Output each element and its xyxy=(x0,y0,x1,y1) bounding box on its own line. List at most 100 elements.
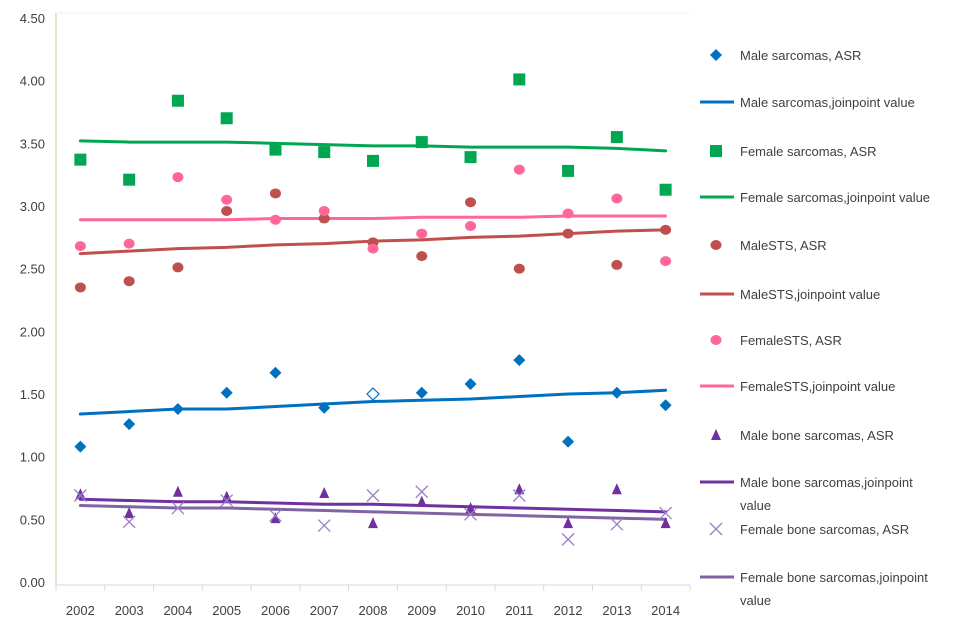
data-point xyxy=(269,143,282,156)
data-point xyxy=(366,387,380,401)
legend-label: Female bone sarcomas,joinpoint value xyxy=(740,570,928,608)
data-point xyxy=(659,399,672,412)
x-tick-label: 2002 xyxy=(66,603,95,618)
data-point xyxy=(171,94,184,107)
data-point xyxy=(513,263,525,274)
legend-marker-line-icon xyxy=(700,575,734,579)
data-point xyxy=(269,214,281,225)
data-point xyxy=(366,489,380,502)
data-point xyxy=(464,377,477,390)
data-point xyxy=(610,386,623,399)
legend-marker-square-icon xyxy=(710,145,722,157)
data-point xyxy=(513,164,525,175)
legend-marker-swatch xyxy=(711,429,721,440)
data-point xyxy=(561,532,575,546)
data-point xyxy=(221,194,233,205)
data-point xyxy=(415,386,428,399)
data-point xyxy=(660,224,672,235)
data-point xyxy=(513,354,526,367)
legend-label: Male bone sarcomas, ASR xyxy=(740,428,894,443)
data-point xyxy=(562,208,574,219)
y-tick-label: 2.50 xyxy=(20,262,45,277)
data-point xyxy=(660,256,672,267)
data-point xyxy=(660,517,671,529)
series-markers-8 xyxy=(75,483,671,529)
y-tick-label: 0.50 xyxy=(20,512,45,527)
legend-marker-line-icon xyxy=(700,480,734,484)
series-line-3 xyxy=(78,139,668,153)
data-point xyxy=(659,506,673,520)
data-point xyxy=(465,221,477,232)
y-tick-label: 1.50 xyxy=(20,387,45,402)
data-point xyxy=(367,154,379,167)
legend-marker-line-icon xyxy=(700,100,734,104)
data-point xyxy=(415,485,429,499)
x-tick-label: 2005 xyxy=(212,603,241,618)
x-tick-label: 2007 xyxy=(310,603,339,618)
data-point xyxy=(319,487,330,499)
data-point xyxy=(171,403,184,416)
data-point xyxy=(465,197,477,208)
legend-label: FemaleSTS, ASR xyxy=(740,333,842,348)
legend-label: FemaleSTS,joinpoint value xyxy=(740,379,896,394)
data-point xyxy=(172,262,184,273)
y-tick-label: 3.00 xyxy=(20,199,45,214)
data-point xyxy=(318,206,330,217)
data-point xyxy=(124,507,135,519)
legend-label: Female sarcomas,joinpoint value xyxy=(740,190,931,205)
data-point xyxy=(562,435,575,448)
data-point xyxy=(221,490,232,502)
data-point xyxy=(171,501,185,515)
data-point xyxy=(123,238,135,249)
data-point xyxy=(270,512,281,524)
data-point xyxy=(75,488,86,500)
data-point xyxy=(220,386,233,399)
y-tick-label: 3.50 xyxy=(20,136,45,151)
data-point xyxy=(659,183,672,196)
legend-marker-swatch xyxy=(710,49,722,61)
x-tick-label: 2013 xyxy=(602,603,631,618)
x-tick-label: 2003 xyxy=(115,603,144,618)
x-tick-label: 2010 xyxy=(456,603,485,618)
legend-marker-line-icon xyxy=(700,384,734,388)
data-point xyxy=(611,259,623,270)
x-tick-label: 2008 xyxy=(359,603,388,618)
data-point xyxy=(318,213,330,224)
data-point xyxy=(368,517,378,529)
data-point xyxy=(73,489,87,502)
data-point xyxy=(513,73,526,86)
data-point xyxy=(318,146,331,159)
legend-label: Female sarcomas, ASR xyxy=(740,144,877,159)
legend-label: Male sarcomas, ASR xyxy=(740,48,862,63)
legend-label: MaleSTS,joinpoint value xyxy=(740,287,881,302)
x-tick-label: 2011 xyxy=(505,603,533,618)
legend-marker-swatch xyxy=(709,522,723,536)
data-point xyxy=(416,228,428,239)
y-tick-label: 4.50 xyxy=(20,11,45,26)
data-point xyxy=(123,418,136,431)
data-point xyxy=(74,153,87,166)
legend-marker-swatch xyxy=(710,145,722,157)
y-tick-label: 4.00 xyxy=(20,74,45,89)
legend-marker-swatch xyxy=(710,335,722,345)
data-point xyxy=(269,509,282,523)
data-point xyxy=(123,173,136,186)
data-point xyxy=(367,243,379,254)
legend-label: Female bone sarcomas, ASR xyxy=(740,522,910,537)
data-point xyxy=(74,282,86,293)
series-markers-2 xyxy=(74,73,672,196)
series-line-7 xyxy=(78,214,668,222)
data-point xyxy=(172,172,184,183)
data-point xyxy=(221,206,233,217)
legend-label: Male bone sarcomas,joinpoint value xyxy=(740,475,913,513)
data-point xyxy=(269,188,281,199)
series-markers-10 xyxy=(73,485,673,546)
data-point xyxy=(269,366,282,379)
data-point xyxy=(415,136,428,149)
data-point xyxy=(74,241,86,252)
data-point xyxy=(172,485,183,497)
series-markers-0 xyxy=(74,354,672,453)
x-tick-label: 2006 xyxy=(261,603,290,618)
legend-marker-circle-icon xyxy=(710,240,722,250)
